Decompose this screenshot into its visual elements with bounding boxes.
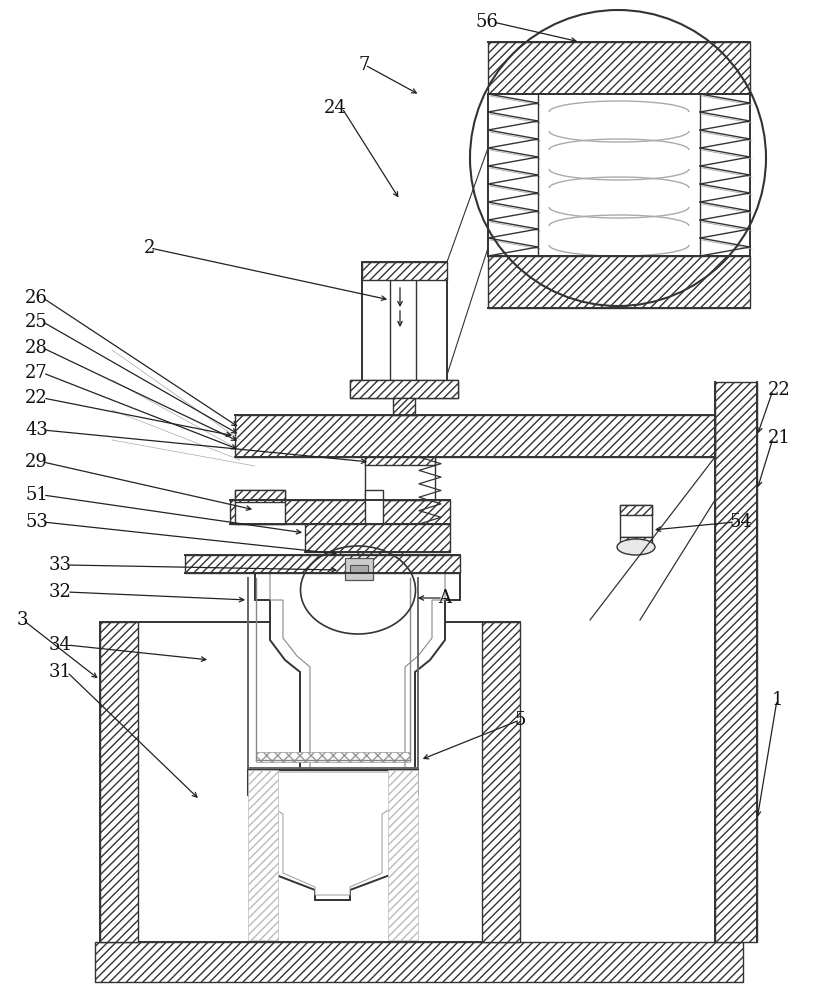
Bar	[365, 457, 435, 465]
Text: 2: 2	[143, 239, 155, 257]
Bar	[620, 505, 652, 537]
Bar	[393, 398, 415, 415]
Bar	[235, 490, 285, 502]
Bar	[482, 622, 520, 942]
Text: 3: 3	[17, 611, 28, 629]
Bar	[350, 380, 458, 398]
Bar	[235, 415, 715, 457]
Ellipse shape	[617, 539, 655, 555]
Text: 53: 53	[25, 513, 48, 531]
Text: 43: 43	[25, 421, 48, 439]
Bar	[100, 622, 520, 942]
Bar	[365, 457, 435, 500]
Bar	[488, 42, 750, 94]
Bar	[256, 752, 410, 762]
Text: 5: 5	[515, 711, 526, 729]
Text: 22: 22	[768, 381, 791, 399]
Text: 54: 54	[730, 513, 753, 531]
Text: 27: 27	[25, 364, 48, 382]
Polygon shape	[262, 772, 405, 895]
Bar	[100, 622, 138, 942]
Text: 28: 28	[25, 339, 48, 357]
Bar	[95, 942, 743, 982]
Text: 56: 56	[475, 13, 498, 31]
Bar	[488, 256, 750, 308]
Bar	[350, 565, 368, 573]
Bar	[380, 552, 402, 570]
Text: 51: 51	[25, 486, 48, 504]
Bar	[488, 94, 750, 256]
Bar	[715, 382, 757, 942]
Text: 24: 24	[324, 99, 347, 117]
Bar	[345, 558, 373, 580]
Bar	[362, 262, 447, 280]
Polygon shape	[185, 562, 460, 770]
Polygon shape	[248, 770, 418, 900]
Text: 1: 1	[772, 691, 783, 709]
Bar	[390, 262, 416, 382]
Text: 7: 7	[359, 56, 370, 74]
Text: 25: 25	[25, 313, 48, 331]
Bar	[388, 770, 418, 940]
Text: 33: 33	[49, 556, 72, 574]
Text: A: A	[438, 589, 451, 607]
Bar	[365, 490, 383, 524]
Bar	[358, 552, 380, 570]
Bar	[620, 537, 652, 547]
Text: 26: 26	[25, 289, 48, 307]
Bar	[230, 500, 450, 524]
Bar	[305, 524, 450, 552]
Bar	[350, 380, 458, 398]
Bar	[620, 505, 652, 515]
Text: 34: 34	[49, 636, 72, 654]
Text: 32: 32	[49, 583, 72, 601]
Text: 22: 22	[25, 389, 48, 407]
Bar	[185, 555, 460, 573]
Polygon shape	[205, 565, 445, 770]
Bar	[362, 262, 447, 382]
Bar	[235, 490, 285, 524]
Text: 21: 21	[768, 429, 791, 447]
Text: 31: 31	[49, 663, 72, 681]
Text: 29: 29	[25, 453, 48, 471]
Bar	[248, 770, 278, 940]
Bar	[340, 552, 358, 570]
